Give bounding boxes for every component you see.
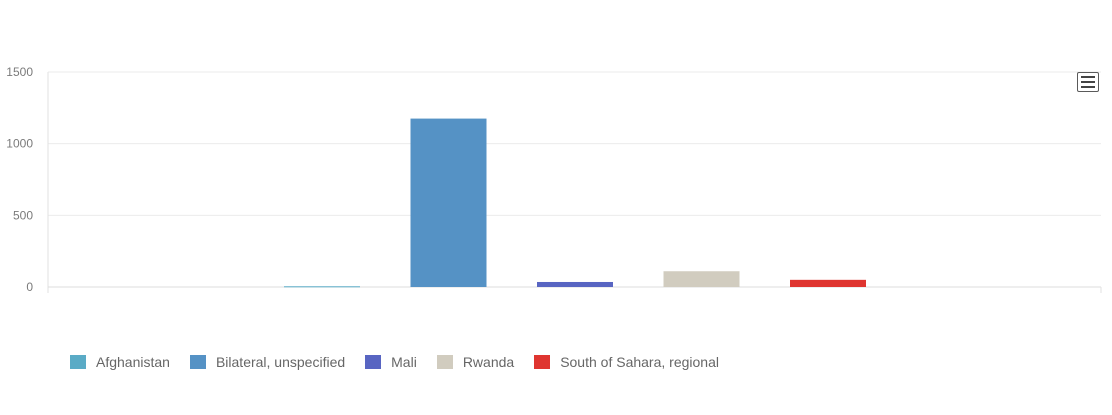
y-tick-label: 1000	[6, 137, 33, 151]
gridlines	[48, 71, 1101, 216]
legend-swatch	[534, 355, 551, 369]
chart-menu-button[interactable]	[1077, 72, 1099, 92]
axes	[47, 72, 1102, 293]
bar-south-of-sahara-regional[interactable]	[790, 279, 866, 287]
legend-label: Afghanistan	[96, 354, 170, 370]
bar-afghanistan[interactable]	[284, 286, 360, 288]
y-tick-labels: 0 500 1000 1500	[6, 65, 33, 294]
y-tick-label: 500	[13, 208, 33, 222]
bars	[284, 118, 866, 288]
bar-bilateral-unspecified[interactable]	[410, 118, 487, 287]
legend-label: Bilateral, unspecified	[215, 354, 346, 370]
legend-swatch	[70, 355, 86, 369]
chart-legend: Afghanistan Bilateral, unspecified Mali Rwa…	[70, 354, 739, 370]
legend-item[interactable]: Bilateral, unspecified	[189, 354, 346, 370]
legend-item[interactable]: Afghanistan	[70, 354, 170, 370]
legend-item[interactable]: South of Sahara, regional	[534, 354, 719, 370]
y-tick-label: 0	[26, 280, 33, 294]
hamburger-menu-icon	[1081, 76, 1095, 78]
legend-swatch	[436, 355, 453, 369]
legend-item[interactable]: Rwanda	[436, 354, 515, 370]
legend-item[interactable]: Mali	[365, 354, 417, 370]
bar-rwanda[interactable]	[663, 271, 740, 287]
legend-swatch	[365, 355, 382, 369]
legend-label: Mali	[391, 354, 417, 370]
bar-chart: 0 500 1000 1500	[6, 65, 1102, 294]
legend-label: South of Sahara, regional	[560, 354, 719, 370]
legend-swatch	[189, 355, 206, 369]
legend-label: Rwanda	[462, 354, 515, 370]
y-tick-label: 1500	[6, 65, 33, 79]
bar-mali[interactable]	[537, 281, 613, 287]
